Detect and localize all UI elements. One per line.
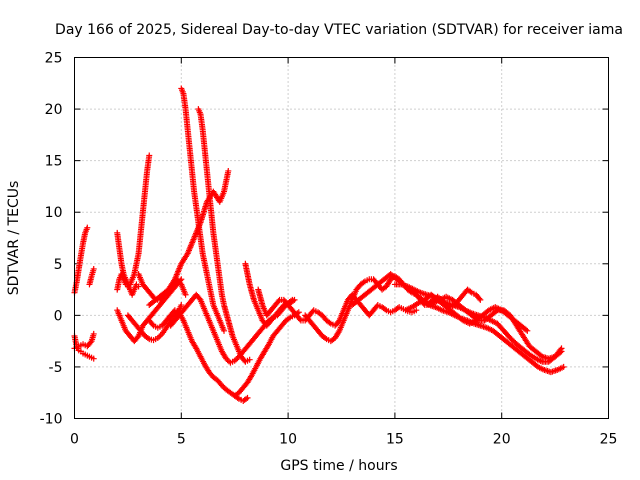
- x-axis-label: GPS time / hours: [280, 458, 397, 474]
- series-s15: [231, 309, 302, 399]
- data-point: [524, 327, 531, 334]
- data-point: [177, 280, 184, 287]
- data-point: [149, 321, 156, 328]
- data-point: [90, 265, 97, 272]
- series-s12: [195, 106, 253, 365]
- data-point: [87, 339, 94, 346]
- data-point: [90, 330, 97, 337]
- data-point: [413, 307, 420, 314]
- series-s6: [114, 152, 153, 293]
- data-point: [558, 345, 565, 352]
- data-point: [476, 295, 483, 302]
- x-tick-label: 25: [600, 432, 618, 448]
- chart-title: Day 166 of 2025, Sidereal Day-to-day VTE…: [55, 22, 623, 38]
- series-s4: [86, 265, 97, 288]
- data-point: [289, 296, 296, 303]
- data-point: [135, 283, 142, 290]
- x-tick-label: 0: [70, 432, 79, 448]
- data-point: [279, 303, 286, 310]
- x-tick-label: 15: [386, 432, 404, 448]
- y-tick-label: -5: [49, 360, 63, 376]
- y-tick-label: 5: [54, 257, 63, 273]
- data-point: [296, 316, 303, 323]
- y-tick-label: 15: [45, 154, 63, 170]
- x-tick-label: 10: [279, 432, 297, 448]
- data-point: [182, 291, 189, 298]
- data-point: [196, 295, 203, 302]
- series-s1: [71, 224, 91, 296]
- data-point: [90, 355, 97, 362]
- series-s11: [178, 85, 228, 334]
- y-tick-label: 0: [54, 308, 63, 324]
- data-point: [221, 327, 228, 334]
- tick-labels: 0 5 10 15 20 25 -10 -5 0 5 10 15 20 25: [40, 51, 618, 448]
- x-tick-label: 5: [177, 432, 186, 448]
- data-point: [275, 298, 282, 305]
- data-point: [560, 363, 567, 370]
- data-point: [134, 334, 141, 341]
- plot-frame: [74, 57, 609, 419]
- data-point: [225, 167, 232, 174]
- series-s5: [114, 229, 142, 298]
- data-point: [523, 326, 530, 333]
- data-points: [71, 85, 567, 404]
- y-tick-label: 10: [45, 205, 63, 221]
- y-tick-label: -10: [40, 412, 63, 428]
- y-tick-label: 20: [45, 102, 63, 118]
- data-point: [178, 302, 185, 309]
- series-s22: [402, 291, 531, 334]
- data-point: [84, 224, 91, 231]
- data-point: [146, 152, 153, 159]
- y-axis-label: SDTVAR / TECUs: [6, 181, 22, 296]
- data-point: [244, 394, 251, 401]
- x-tick-label: 20: [493, 432, 511, 448]
- series-s3: [71, 330, 97, 352]
- series-s16: [242, 260, 296, 329]
- series-s13: [146, 167, 232, 309]
- grid-lines: [74, 57, 609, 419]
- data-point: [246, 356, 253, 363]
- axis-ticks: [74, 57, 609, 419]
- y-tick-label: 25: [45, 51, 63, 67]
- data-point: [557, 346, 564, 353]
- data-point: [477, 296, 484, 303]
